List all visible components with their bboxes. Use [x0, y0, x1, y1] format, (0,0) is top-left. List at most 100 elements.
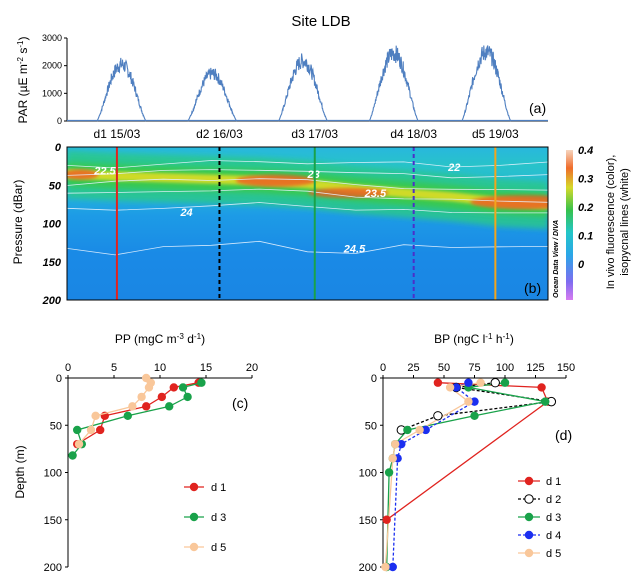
bp-legend-marker	[524, 530, 534, 540]
bp-y-tick-label: 200	[359, 562, 377, 574]
day-marker-label: d3 17/03	[291, 127, 338, 141]
pp-data-point	[169, 383, 178, 392]
isopycnal-line	[67, 240, 548, 256]
isopycnal-label: 23.5	[364, 188, 387, 200]
pp-series-line	[72, 382, 202, 456]
isopycnal-line	[67, 178, 548, 191]
pp-x-tick-label: 20	[246, 362, 258, 374]
bp-series-line	[401, 382, 552, 431]
pp-data-point	[74, 439, 84, 449]
section-y-tick-label: 150	[43, 257, 62, 269]
panel-label-b: (b)	[524, 280, 541, 296]
pp-y-tick-label: 200	[44, 562, 62, 574]
pp-data-point	[96, 425, 105, 435]
pp-x-tick-label: 15	[200, 362, 212, 374]
pp-data-point	[123, 411, 132, 420]
section-y-label: Pressure (dBar)	[11, 180, 25, 265]
section-y-tick-label: 0	[55, 142, 62, 154]
colorbar-tick-label: 0.1	[578, 231, 593, 243]
pp-y-tick-label: 150	[44, 515, 62, 527]
day-marker-label: d1 15/03	[94, 127, 141, 141]
pp-data-point	[128, 402, 137, 411]
bp-x-tick-label: 0	[380, 362, 386, 374]
pp-legend-marker	[189, 542, 199, 552]
isopycnal-line	[67, 160, 548, 169]
bp-x-tick-label: 150	[557, 362, 575, 374]
bp-data-point	[382, 515, 391, 524]
bp-data-point	[388, 562, 397, 572]
colorbar-label-line1: In vivo fluorescence (color),	[605, 155, 617, 290]
bp-data-point	[470, 397, 479, 406]
colorbar-tick-label: 0	[578, 259, 585, 271]
bp-data-point	[384, 468, 394, 477]
fluorescence-hotspot	[308, 187, 389, 198]
bp-data-point	[445, 383, 455, 392]
bp-data-point	[541, 397, 550, 406]
pp-y-label: Depth (m)	[13, 445, 27, 498]
isopycnal-label: 23	[307, 169, 320, 181]
pp-axis-title-mid: d	[184, 332, 194, 346]
bp-data-point	[391, 439, 400, 449]
par-series-day-3	[278, 53, 328, 122]
par-series-day-2	[187, 67, 238, 122]
colorbar-label-line2: isopycnal lines (white)	[619, 168, 631, 276]
pp-data-point	[73, 425, 82, 435]
pp-y-label-group: Depth (m)	[13, 445, 27, 498]
bp-data-point	[381, 562, 390, 572]
bp-data-point	[433, 411, 443, 421]
pp-axis-title-sup1: -3	[177, 332, 185, 341]
bp-x-tick-label: 75	[468, 362, 480, 374]
section-y-label-group: Pressure (dBar)	[11, 180, 25, 265]
bp-axis-title: BP (ngC l-1 h-1)	[434, 332, 514, 346]
bp-data-point	[537, 383, 546, 392]
bp-x-tick-label: 25	[407, 362, 419, 374]
bp-legend-label: d 1	[546, 476, 561, 488]
figure-title: Site LDB	[291, 13, 350, 30]
par-y-label-group: PAR (µE m-2 s-1)	[16, 37, 30, 124]
bp-data-point	[433, 378, 443, 387]
bp-legend-marker	[524, 476, 534, 486]
bp-x-tick-label: 125	[526, 362, 544, 374]
bp-data-point	[464, 397, 473, 406]
pp-x-tick-label: 0	[65, 362, 71, 374]
pp-legend-label: d 3	[211, 512, 226, 524]
day-marker-label: d4 18/03	[390, 127, 437, 141]
isopycnal-line	[67, 169, 548, 179]
bp-data-point	[490, 378, 500, 388]
bp-axis-title-sup1: -1	[485, 332, 493, 341]
bp-axis-title-sup2: -1	[503, 332, 511, 341]
isopycnal-label: 22.5	[93, 166, 116, 178]
pp-data-point	[144, 383, 154, 392]
section-y-tick-label: 100	[43, 219, 62, 231]
bp-x-tick-label: 50	[438, 362, 450, 374]
pp-data-point	[86, 425, 96, 435]
pp-data-point	[178, 383, 188, 392]
par-y-label-sup1: -2	[16, 56, 25, 64]
isopycnal-label: 22	[447, 162, 460, 174]
pp-axis-title: PP (mgC m-3 d-1)	[115, 332, 205, 346]
pp-axis-title-sup2: -1	[194, 332, 202, 341]
par-y-label-mid: s	[16, 48, 30, 57]
bp-data-point	[397, 439, 406, 449]
odv-watermark: Ocean Data View / DIVA	[553, 220, 560, 298]
bp-data-point	[452, 383, 461, 392]
bp-data-point	[470, 411, 479, 420]
bp-data-point	[403, 425, 412, 435]
isopycnal-label: 24	[179, 207, 192, 219]
par-series-day-1	[96, 57, 147, 122]
bp-series-line	[384, 382, 481, 568]
pp-x-tick-label: 10	[154, 362, 166, 374]
day-marker-label: d2 16/03	[196, 127, 243, 141]
fluorescence-hotspot	[470, 195, 548, 210]
bp-series-line	[386, 382, 546, 568]
par-series-day-5	[461, 45, 512, 122]
pp-y-tick-label: 0	[56, 373, 62, 385]
pp-x-tick-label: 5	[111, 362, 117, 374]
pp-data-point	[68, 451, 77, 460]
bp-y-tick-label: 150	[359, 515, 377, 527]
bp-legend-marker	[524, 512, 534, 522]
bp-data-point	[476, 378, 485, 387]
colorbar-label-group: In vivo fluorescence (color), isopycnal l…	[605, 155, 631, 290]
bp-data-point	[415, 425, 424, 435]
